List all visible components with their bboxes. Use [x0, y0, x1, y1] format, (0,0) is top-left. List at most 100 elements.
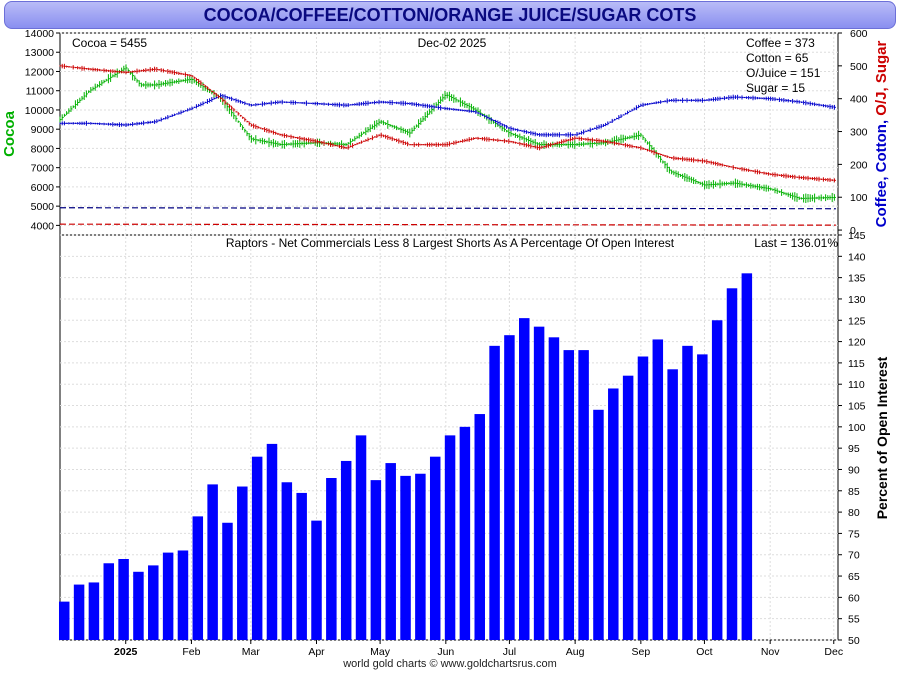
price-panel-frame: [59, 32, 839, 236]
raptors-bar: [429, 456, 441, 640]
cocoa-tick-label: 6000: [31, 182, 55, 194]
right-tick-label: 600: [850, 28, 868, 40]
title-bar: COCOA/COFFEE/COTTON/ORANGE JUICE/SUGAR C…: [4, 1, 896, 29]
raptors-tick-label: 95: [848, 443, 860, 455]
cocoa-tick-label: 8000: [31, 143, 55, 155]
raptors-tick-label: 130: [848, 294, 866, 306]
raptors-tick-label: 75: [848, 528, 860, 540]
raptors-tick-label: 110: [848, 379, 865, 391]
raptors-bar: [281, 482, 293, 640]
raptors-tick-label: 115: [848, 358, 865, 370]
right-tick-label: 300: [850, 127, 868, 139]
price-readout: Coffee = 373: [746, 36, 815, 50]
x-tick-label: Aug: [566, 646, 585, 658]
x-tick-label: Nov: [761, 646, 780, 658]
cocoa-tick-label: 10000: [25, 105, 54, 117]
raptors-tick-label: 125: [848, 315, 866, 327]
right-tick-label: 500: [850, 61, 868, 73]
raptors-bar: [311, 520, 322, 640]
raptors-bar: [459, 426, 471, 640]
raptors-bar: [148, 565, 159, 640]
raptors-bar: [519, 318, 530, 640]
series-sugar: [59, 63, 836, 183]
cocoa-tick-label: 14000: [25, 28, 54, 40]
raptors-bar: [548, 337, 560, 640]
raptors-bar: [296, 492, 307, 640]
raptors-bar: [682, 345, 693, 640]
x-tick-label: May: [370, 646, 391, 658]
cocoa-readout: Cocoa = 5455: [72, 36, 147, 50]
price-readout: O/Juice = 151: [746, 66, 821, 80]
raptors-bar: [385, 463, 396, 640]
series-cotton-dashed: [59, 207, 836, 210]
series-sugar-dashed: [59, 223, 836, 226]
cocoa-tick-label: 4000: [31, 220, 55, 232]
x-tick-label: Feb: [182, 646, 200, 658]
price-readout: Cotton = 65: [746, 51, 809, 65]
raptors-bar: [667, 369, 678, 640]
raptors-bar: [563, 350, 575, 640]
raptors-title: Raptors - Net Commercials Less 8 Largest…: [226, 236, 675, 250]
raptors-last-value: Last = 136.01%: [754, 236, 838, 250]
raptors-tick-label: 80: [848, 507, 860, 519]
raptors-bar: [741, 273, 753, 640]
cocoa-tick-label: 11000: [26, 86, 55, 98]
raptors-tick-label: 50: [848, 635, 860, 647]
raptors-tick-label: 100: [848, 422, 866, 434]
x-tick-label: Sep: [632, 646, 651, 658]
cocoa-tick-label: 7000: [31, 163, 55, 175]
x-tick-label: Mar: [242, 646, 261, 658]
raptors-bar: [192, 516, 204, 640]
x-tick-label: Apr: [308, 646, 325, 658]
raptors-tick-label: 140: [848, 251, 866, 263]
raptors-bar: [266, 443, 278, 640]
raptors-bar: [222, 522, 233, 640]
x-tick-label: Jul: [503, 646, 516, 658]
raptors-bar: [474, 414, 485, 640]
raptors-bar: [326, 478, 337, 640]
raptors-bar: [578, 350, 589, 640]
raptors-bar: [593, 409, 604, 640]
chart-credit: world gold charts © www.goldchartsrus.co…: [343, 658, 557, 670]
raptors-bar: [444, 435, 456, 640]
raptors-bar: [726, 288, 738, 640]
right-axis-label-part: Coffee, Cotton,: [873, 116, 890, 228]
raptors-bar: [251, 456, 263, 640]
raptors-tick-label: 90: [848, 464, 860, 476]
right-axis-label-part: O/J,: [873, 83, 890, 116]
raptors-bar: [697, 354, 708, 640]
raptors-tick-label: 70: [848, 550, 860, 562]
raptors-bar: [608, 388, 619, 640]
x-tick-label: Jun: [437, 646, 454, 658]
cocoa-axis-label: Cocoa: [1, 110, 18, 157]
raptors-tick-label: 105: [848, 401, 866, 413]
date-label: Dec-02 2025: [418, 36, 487, 50]
right-tick-label: 0: [850, 225, 856, 237]
raptors-bar: [58, 601, 70, 640]
raptors-bar: [637, 356, 649, 640]
raptors-bar: [118, 559, 129, 640]
cocoa-tick-label: 12000: [25, 66, 54, 78]
raptors-bar: [504, 335, 515, 640]
raptors-tick-label: 85: [848, 486, 860, 498]
cocoa-tick-label: 5000: [31, 201, 55, 213]
raptors-bar: [88, 582, 100, 640]
raptors-bar: [162, 552, 174, 640]
raptors-bar: [73, 584, 85, 640]
cocoa-tick-label: 9000: [31, 124, 55, 136]
raptors-axis-label: Percent of Open Interest: [874, 356, 890, 519]
x-tick-label: 2025: [114, 646, 138, 658]
raptors-tick-label: 145: [848, 230, 866, 242]
raptors-bar: [622, 375, 634, 640]
raptors-bar: [400, 475, 411, 640]
cocoa-tick-label: 13000: [25, 47, 54, 59]
raptors-bar: [133, 571, 144, 640]
raptors-bar: [207, 484, 218, 640]
right-tick-label: 100: [850, 192, 868, 204]
raptors-bar: [177, 550, 189, 640]
raptors-bar: [489, 345, 500, 640]
right-tick-label: 400: [850, 94, 868, 106]
right-axis-label-part: Sugar: [873, 40, 890, 83]
raptors-tick-label: 60: [848, 592, 860, 604]
